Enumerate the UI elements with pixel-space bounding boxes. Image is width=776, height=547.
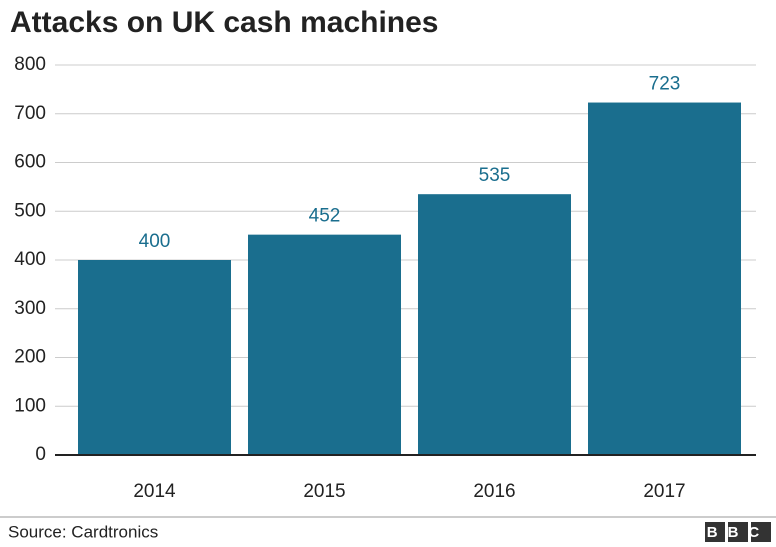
bar xyxy=(588,102,741,455)
y-tick-label: 800 xyxy=(14,54,46,75)
logo-box xyxy=(751,522,771,542)
x-tick-label: 2017 xyxy=(643,481,685,502)
value-label: 535 xyxy=(479,165,511,186)
y-tick-label: 600 xyxy=(14,152,46,173)
x-tick-label: 2016 xyxy=(473,481,515,502)
value-label: 452 xyxy=(309,206,341,227)
logo-box xyxy=(705,522,725,542)
y-tick-label: 0 xyxy=(35,444,46,465)
bars: 2014 400 2015 452 2016 535 2017 723 xyxy=(55,74,756,502)
logo-box xyxy=(728,522,748,542)
chart-title: Attacks on UK cash machines xyxy=(10,6,438,39)
value-label: 400 xyxy=(139,231,171,252)
y-tick-label: 700 xyxy=(14,103,46,124)
logo-text: BBC xyxy=(707,524,770,541)
y-tick-label: 100 xyxy=(14,395,46,416)
bar xyxy=(248,234,401,455)
bar xyxy=(78,260,231,455)
y-tick-label: 400 xyxy=(14,249,46,270)
x-tick-label: 2015 xyxy=(303,481,345,502)
value-label: 723 xyxy=(649,74,681,95)
y-tick-label: 500 xyxy=(14,200,46,221)
x-tick-label: 2014 xyxy=(133,481,176,502)
source: Source: Cardtronics xyxy=(8,522,158,541)
bar xyxy=(418,194,571,455)
logo: BBC xyxy=(705,522,771,542)
y-tick-label: 300 xyxy=(14,298,46,319)
y-tick-label: 200 xyxy=(14,347,46,368)
